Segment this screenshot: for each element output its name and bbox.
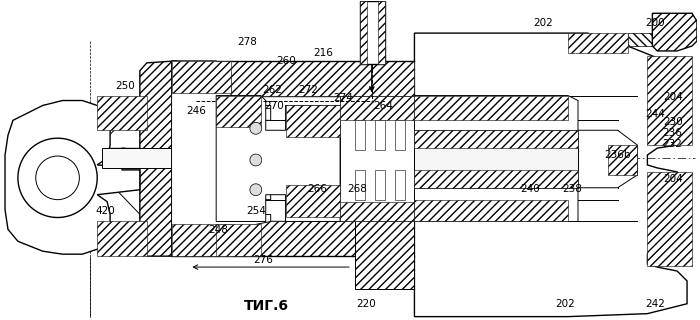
Bar [102, 148, 638, 168]
Bar [355, 120, 365, 150]
Bar [568, 33, 628, 53]
Bar [374, 170, 385, 200]
Text: 254: 254 [246, 206, 266, 216]
Bar [355, 170, 365, 200]
Bar [216, 96, 261, 127]
Text: 246: 246 [186, 106, 206, 116]
Text: 200: 200 [645, 18, 665, 28]
Circle shape [250, 184, 262, 196]
Text: 262: 262 [262, 84, 282, 95]
Bar [414, 130, 578, 188]
Bar [340, 96, 414, 120]
Text: 204: 204 [663, 92, 682, 101]
Text: 250: 250 [116, 81, 135, 92]
Text: 238: 238 [562, 184, 582, 194]
Bar [395, 170, 405, 200]
Text: 274: 274 [333, 93, 353, 103]
Text: 236b: 236b [604, 150, 631, 160]
Bar [648, 172, 692, 266]
Text: 242: 242 [645, 299, 665, 309]
Text: 244: 244 [645, 109, 665, 119]
Text: 248: 248 [208, 225, 228, 235]
Text: ΤИГ.6: ΤИГ.6 [244, 299, 289, 313]
Polygon shape [5, 100, 140, 254]
Bar [648, 56, 692, 145]
Bar [97, 221, 147, 256]
Text: 268: 268 [347, 184, 367, 194]
Polygon shape [360, 1, 385, 64]
Circle shape [250, 122, 262, 134]
Bar [172, 61, 414, 96]
Bar [97, 96, 147, 130]
Text: 230: 230 [663, 117, 682, 127]
Bar [414, 170, 578, 188]
Bar [374, 120, 385, 150]
Text: 202: 202 [555, 299, 575, 309]
Bar [172, 221, 414, 256]
Bar [628, 33, 657, 46]
Polygon shape [216, 96, 340, 221]
Bar [360, 1, 367, 64]
Bar [414, 130, 578, 148]
Text: 272: 272 [298, 84, 318, 95]
Text: 278: 278 [237, 37, 257, 47]
Bar [395, 120, 405, 150]
Polygon shape [652, 13, 697, 51]
Text: 270: 270 [264, 101, 284, 111]
Circle shape [250, 154, 262, 166]
Text: 236: 236 [663, 128, 682, 138]
Bar [414, 200, 568, 221]
Bar [378, 1, 385, 64]
Bar [414, 96, 568, 120]
Bar [216, 224, 261, 256]
Polygon shape [140, 61, 176, 256]
Polygon shape [414, 33, 687, 316]
Polygon shape [172, 61, 271, 256]
Bar [172, 224, 231, 256]
Text: 260: 260 [276, 56, 296, 66]
Bar [172, 61, 231, 92]
Circle shape [18, 138, 97, 218]
Text: 264: 264 [373, 101, 393, 111]
Text: 276: 276 [253, 255, 273, 265]
Text: 240: 240 [521, 184, 540, 194]
Text: 202: 202 [533, 18, 553, 28]
Bar [608, 145, 638, 175]
Text: 204: 204 [663, 174, 682, 184]
Text: 216: 216 [314, 48, 334, 58]
Bar [340, 202, 414, 221]
Text: 232: 232 [663, 139, 682, 149]
Bar [628, 33, 657, 46]
Text: 266: 266 [307, 184, 327, 194]
Text: 420: 420 [96, 206, 116, 216]
Polygon shape [414, 96, 638, 221]
Polygon shape [355, 221, 414, 289]
Bar [286, 106, 340, 137]
Circle shape [36, 156, 79, 200]
Polygon shape [97, 96, 147, 221]
Polygon shape [340, 96, 414, 221]
Bar [286, 185, 340, 217]
Text: 220: 220 [356, 299, 376, 309]
